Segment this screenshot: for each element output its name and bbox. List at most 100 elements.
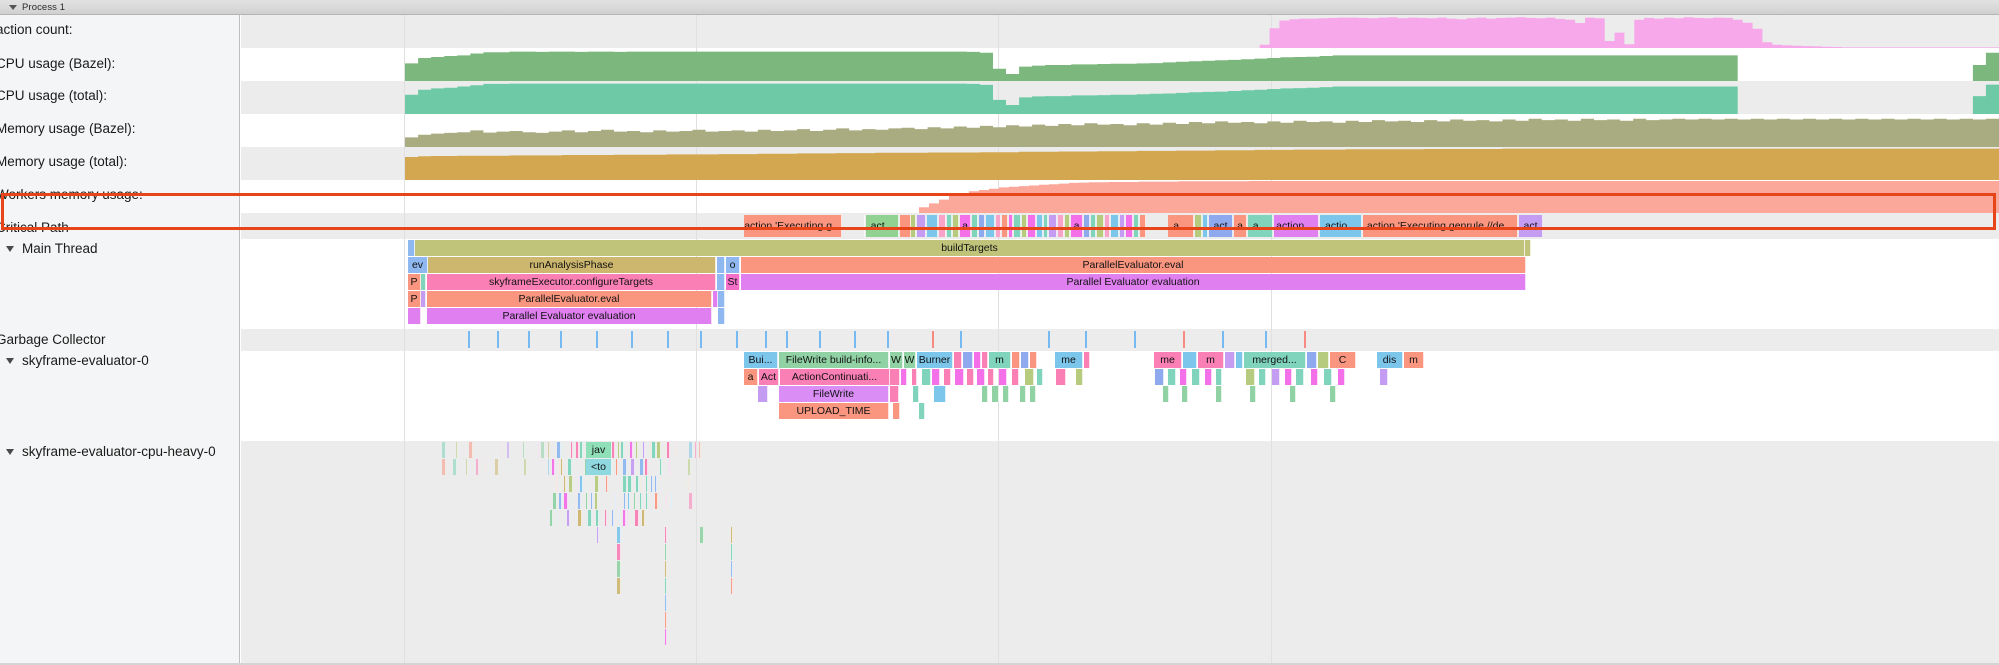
cpu-heavy-block[interactable] [578, 476, 579, 492]
main-thread-block[interactable] [421, 291, 426, 307]
critical-path-block[interactable]: act [1519, 215, 1543, 237]
skyframe-evaluator-block[interactable] [954, 352, 962, 368]
cpu-heavy-block[interactable] [495, 459, 499, 475]
cpu-heavy-block[interactable] [587, 476, 588, 492]
gc-tick[interactable] [1048, 331, 1050, 348]
skyframe-evaluator-block[interactable] [1205, 369, 1212, 385]
cpu-heavy-block[interactable] [568, 459, 572, 475]
skyframe-evaluator-block[interactable] [1307, 352, 1317, 368]
critical-path-block[interactable]: a [1234, 215, 1247, 237]
critical-path-block[interactable] [1134, 215, 1139, 237]
skyframe-evaluator-block[interactable] [1216, 386, 1222, 402]
gc-tick[interactable] [631, 331, 633, 348]
critical-path-block[interactable] [1037, 215, 1043, 237]
cpu-heavy-block[interactable] [548, 442, 550, 458]
skyframe-evaluator-block[interactable] [1030, 386, 1036, 402]
cpu-heavy-block[interactable] [731, 578, 733, 594]
critical-path-block[interactable] [996, 215, 1001, 237]
skyframe-evaluator-block[interactable] [974, 352, 981, 368]
cpu-heavy-block[interactable] [623, 476, 627, 492]
chevron-down-icon[interactable] [9, 4, 17, 10]
sidebar-item-memory-usage-bazel[interactable]: Memory usage (Bazel): [0, 121, 136, 136]
cpu-heavy-block[interactable] [562, 442, 563, 458]
cpu-heavy-block[interactable] [596, 510, 599, 526]
sidebar-item-skyframe-evaluator-0[interactable]: skyframe-evaluator-0 [22, 353, 149, 368]
cpu-heavy-block[interactable] [675, 442, 676, 458]
cpu-heavy-block[interactable] [567, 510, 570, 526]
gc-tick[interactable] [1304, 331, 1306, 348]
skyframe-evaluator-block[interactable]: ActionContinuati... [780, 369, 890, 385]
critical-path-block[interactable] [972, 215, 978, 237]
skyframe-evaluator-block[interactable] [955, 369, 964, 385]
cpu-heavy-block[interactable] [731, 527, 733, 543]
cpu-heavy-block[interactable] [651, 476, 653, 492]
gc-tick[interactable] [819, 331, 821, 348]
skyframe-evaluator-block[interactable] [1318, 352, 1329, 368]
skyframe-evaluator-block[interactable] [1246, 369, 1255, 385]
cpu-heavy-block[interactable] [618, 442, 620, 458]
cpu-heavy-block[interactable] [523, 442, 525, 458]
skyframe-evaluator-block[interactable] [982, 352, 988, 368]
skyframe-evaluator-block[interactable] [977, 369, 985, 385]
skyframe-evaluator-block[interactable] [1155, 369, 1164, 385]
skyframe-evaluator-block[interactable] [1168, 369, 1176, 385]
cpu-heavy-block[interactable] [586, 493, 588, 509]
critical-path-block[interactable] [979, 215, 985, 237]
cpu-heavy-block[interactable] [671, 493, 672, 509]
skyframe-evaluator-block[interactable] [1020, 386, 1026, 402]
cpu-heavy-block[interactable] [571, 493, 572, 509]
counter-track-cpu-total[interactable] [241, 81, 1999, 114]
main-thread-block[interactable] [408, 240, 415, 256]
cpu-heavy-block[interactable] [640, 476, 641, 492]
cpu-heavy-block[interactable] [588, 510, 592, 526]
skyframe-evaluator-block[interactable] [1259, 369, 1266, 385]
main-thread-block[interactable]: ParallelEvaluator.eval [427, 291, 712, 307]
critical-path-block[interactable] [1097, 215, 1104, 237]
cpu-heavy-block[interactable] [616, 459, 618, 475]
cpu-heavy-block[interactable] [561, 459, 563, 475]
cpu-heavy-labeled-block[interactable]: <to [586, 459, 612, 475]
cpu-heavy-block[interactable] [617, 544, 621, 560]
critical-path-block[interactable] [917, 215, 926, 237]
cpu-heavy-block[interactable] [548, 459, 550, 475]
cpu-heavy-block[interactable] [688, 476, 689, 492]
cpu-heavy-block[interactable] [636, 442, 638, 458]
skyframe-evaluator-block[interactable]: me [1055, 352, 1083, 368]
skyframe-evaluator-block[interactable] [1225, 352, 1235, 368]
critical-path-block[interactable] [953, 215, 959, 237]
critical-path-block[interactable] [1111, 215, 1119, 237]
cpu-heavy-block[interactable] [657, 442, 661, 458]
critical-path-block[interactable] [900, 215, 911, 237]
skyframe-evaluator-block[interactable]: FileWrite [779, 386, 889, 402]
main-thread-block[interactable] [718, 291, 725, 307]
sidebar-item-main-thread[interactable]: Main Thread [22, 241, 98, 256]
skyframe-evaluator-block[interactable]: m [1404, 352, 1424, 368]
cpu-heavy-block[interactable] [665, 629, 667, 645]
main-thread-block[interactable] [713, 291, 718, 307]
counter-track-cpu-bazel[interactable] [241, 48, 1999, 81]
critical-path-block[interactable]: a... [1168, 215, 1194, 237]
cpu-heavy-block[interactable] [665, 578, 667, 594]
process-header[interactable]: Process 1 [0, 0, 1999, 15]
skyframe-evaluator-block[interactable] [1163, 386, 1169, 402]
main-thread-block[interactable]: P [408, 291, 421, 307]
skyframe-evaluator-block[interactable] [963, 352, 973, 368]
critical-path-block[interactable] [1105, 215, 1110, 237]
cpu-heavy-labeled-block[interactable]: jav [586, 442, 612, 458]
main-thread-block[interactable] [408, 308, 421, 324]
cpu-heavy-block[interactable] [556, 510, 557, 526]
cpu-heavy-block[interactable] [645, 459, 648, 475]
critical-path-block[interactable] [1044, 215, 1048, 237]
cpu-heavy-block[interactable] [665, 595, 667, 611]
cpu-heavy-block[interactable] [509, 459, 510, 475]
skyframe-evaluator-block[interactable] [1272, 369, 1280, 385]
cpu-heavy-block[interactable] [597, 527, 599, 543]
critical-path-block[interactable] [927, 215, 938, 237]
skyframe-evaluator-block[interactable] [913, 386, 919, 402]
gc-tick[interactable] [560, 331, 562, 348]
skyframe-evaluator-block[interactable]: me [1154, 352, 1182, 368]
critical-path-block[interactable]: action 'Executing g... [744, 215, 842, 237]
cpu-heavy-block[interactable] [665, 527, 667, 543]
critical-path-block[interactable]: act [1209, 215, 1233, 237]
skyframe-evaluator-block[interactable] [988, 369, 994, 385]
